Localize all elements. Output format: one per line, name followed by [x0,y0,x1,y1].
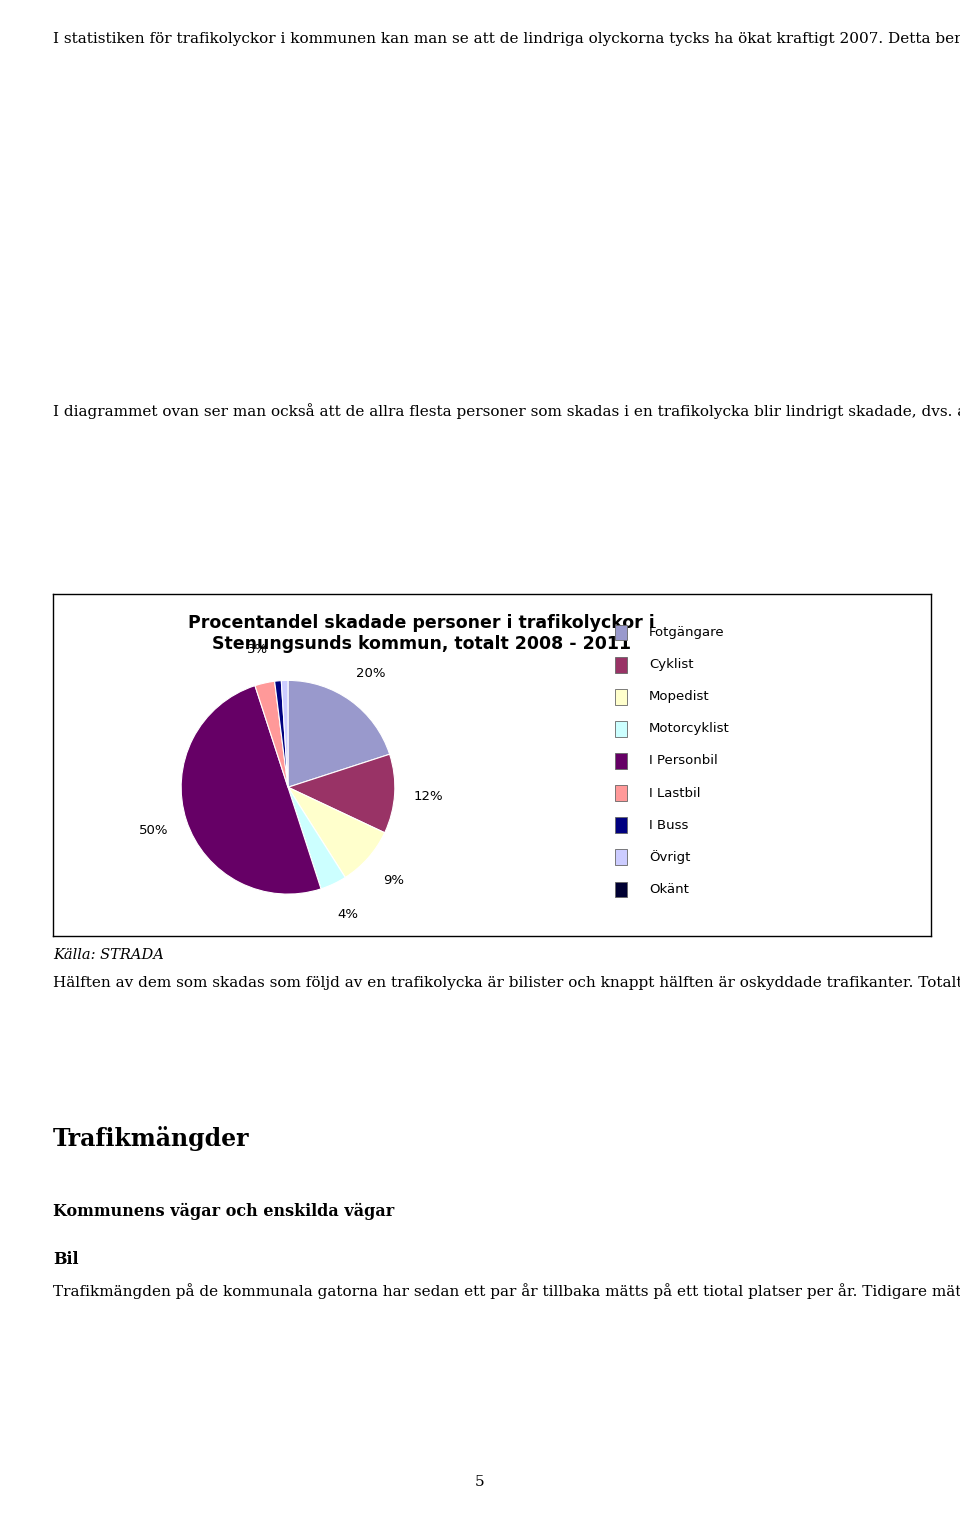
Text: Hälften av dem som skadas som följd av en trafikolycka är bilister och knappt hä: Hälften av dem som skadas som följd av e… [53,974,960,989]
Bar [615,689,627,705]
Wedge shape [281,680,288,787]
Text: Fotgängare: Fotgängare [649,626,725,639]
Text: I diagrammet ovan ser man också att de allra flesta personer som skadas i en tra: I diagrammet ovan ser man också att de a… [53,403,960,419]
Wedge shape [288,787,346,889]
Bar [615,785,627,801]
Bar [615,656,627,673]
Text: I statistiken för trafikolyckor i kommunen kan man se att de lindriga olyckorna : I statistiken för trafikolyckor i kommun… [53,30,960,46]
Wedge shape [288,787,385,878]
Text: 3%: 3% [247,644,268,656]
Text: 20%: 20% [356,667,386,680]
Text: Procentandel skadade personer i trafikolyckor i
Stenungsunds kommun, totalt 2008: Procentandel skadade personer i trafikol… [188,615,655,653]
Text: 50%: 50% [139,825,169,837]
Text: Trafikmängden på de kommunala gatorna har sedan ett par år tillbaka mätts på ett: Trafikmängden på de kommunala gatorna ha… [53,1283,960,1298]
Text: 9%: 9% [383,874,404,887]
Wedge shape [181,685,321,893]
Text: Bil: Bil [53,1251,79,1268]
Bar [615,721,627,737]
Wedge shape [288,755,395,833]
Text: I Lastbil: I Lastbil [649,787,701,799]
Text: I Personbil: I Personbil [649,755,718,767]
Wedge shape [255,682,288,787]
Text: Kommunens vägar och enskilda vägar: Kommunens vägar och enskilda vägar [53,1202,394,1219]
Text: Cyklist: Cyklist [649,658,694,671]
Text: Okänt: Okänt [649,883,689,896]
Text: Motorcyklist: Motorcyklist [649,723,730,735]
Bar [615,849,627,866]
Text: Källa: STRADA: Källa: STRADA [53,948,163,962]
Wedge shape [288,680,390,787]
Bar [615,881,627,898]
Bar [615,753,627,769]
Text: 5: 5 [475,1475,485,1490]
Text: Övrigt: Övrigt [649,851,690,864]
Text: Mopedist: Mopedist [649,691,709,703]
Text: 12%: 12% [414,790,444,802]
Text: Trafikmängder: Trafikmängder [53,1126,250,1151]
Wedge shape [275,680,288,787]
Bar [615,624,627,641]
Bar [615,817,627,833]
Text: 4%: 4% [338,909,358,921]
Text: I Buss: I Buss [649,819,688,831]
